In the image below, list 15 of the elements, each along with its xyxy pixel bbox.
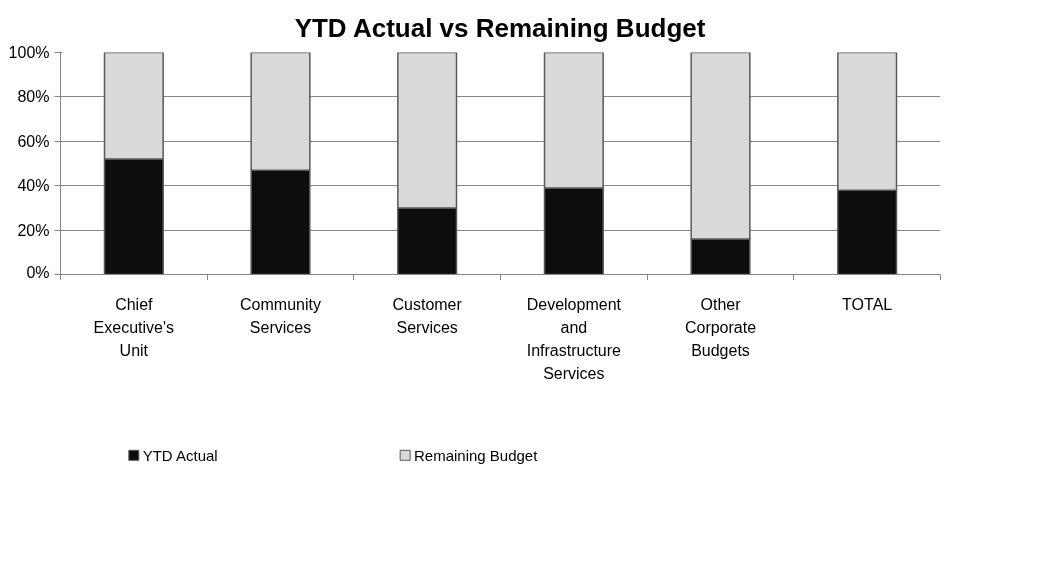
y-tick-label: 80% [17,88,50,106]
x-tick-label: Other Corporate Budgets [684,295,757,359]
chart-title: YTD Actual vs Remaining Budget [294,12,706,43]
y-tick-label: 100% [8,44,50,61]
x-tick-label: Community Services [240,295,321,336]
y-tick-label: 0% [26,263,50,281]
x-tick-label: Chief Executive's Unit [93,295,175,359]
x-tick-label: TOTAL [842,295,893,313]
x-tick-label: Development and Infrastructure Services [526,295,622,382]
legend-label: Remaining Budget [413,446,539,464]
y-tick-label: 20% [17,221,50,239]
y-tick-label: 60% [17,132,50,150]
y-tick-label: 40% [17,177,50,195]
x-tick-label: Customer Services [392,295,463,336]
legend-label: YTD Actual [142,446,218,464]
